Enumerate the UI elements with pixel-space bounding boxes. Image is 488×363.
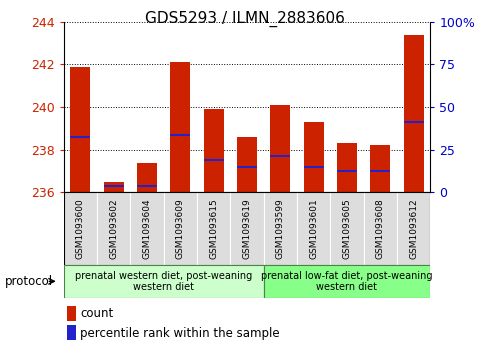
Bar bbox=[97, 192, 130, 265]
Text: GSM1093612: GSM1093612 bbox=[408, 198, 417, 259]
Text: GSM1093601: GSM1093601 bbox=[308, 198, 318, 259]
Text: GSM1093615: GSM1093615 bbox=[209, 198, 218, 259]
Bar bbox=[329, 192, 363, 265]
Bar bbox=[137, 185, 157, 187]
Bar bbox=[197, 192, 230, 265]
Bar bbox=[70, 66, 90, 192]
Text: GSM1093605: GSM1093605 bbox=[342, 198, 351, 259]
Bar bbox=[396, 192, 429, 265]
Bar bbox=[63, 265, 263, 298]
Text: count: count bbox=[80, 307, 113, 320]
Bar bbox=[67, 325, 76, 340]
Bar bbox=[170, 134, 190, 136]
Bar bbox=[270, 105, 290, 192]
Text: GSM1093609: GSM1093609 bbox=[175, 198, 184, 259]
Bar bbox=[303, 166, 323, 168]
Bar bbox=[403, 121, 423, 123]
Bar bbox=[369, 170, 389, 172]
Text: GSM1093619: GSM1093619 bbox=[242, 198, 251, 259]
Bar bbox=[369, 146, 389, 192]
Text: prenatal western diet, post-weaning
western diet: prenatal western diet, post-weaning west… bbox=[75, 270, 252, 292]
Bar bbox=[263, 265, 429, 298]
Bar bbox=[67, 306, 76, 321]
Bar bbox=[163, 192, 197, 265]
Bar bbox=[137, 163, 157, 192]
Text: GSM1093608: GSM1093608 bbox=[375, 198, 384, 259]
Bar bbox=[237, 166, 256, 168]
Bar bbox=[170, 62, 190, 192]
Bar bbox=[336, 170, 356, 172]
Text: percentile rank within the sample: percentile rank within the sample bbox=[80, 327, 279, 340]
Text: GSM1093600: GSM1093600 bbox=[76, 198, 84, 259]
Bar bbox=[70, 136, 90, 138]
Bar bbox=[403, 34, 423, 192]
Bar bbox=[103, 185, 123, 187]
Bar bbox=[203, 109, 223, 192]
Bar bbox=[263, 192, 296, 265]
Bar bbox=[237, 137, 256, 192]
Bar bbox=[270, 155, 290, 157]
Bar bbox=[336, 143, 356, 192]
Text: GSM1093602: GSM1093602 bbox=[109, 198, 118, 259]
Bar bbox=[230, 192, 263, 265]
Bar bbox=[296, 192, 329, 265]
Bar bbox=[363, 192, 396, 265]
Bar bbox=[203, 159, 223, 162]
Text: prenatal low-fat diet, post-weaning
western diet: prenatal low-fat diet, post-weaning west… bbox=[261, 270, 432, 292]
Bar bbox=[63, 192, 97, 265]
Bar bbox=[130, 192, 163, 265]
Bar bbox=[303, 122, 323, 192]
Bar bbox=[103, 182, 123, 192]
Text: protocol: protocol bbox=[5, 275, 53, 288]
Text: GDS5293 / ILMN_2883606: GDS5293 / ILMN_2883606 bbox=[144, 11, 344, 27]
Text: GSM1093599: GSM1093599 bbox=[275, 198, 284, 259]
Text: GSM1093604: GSM1093604 bbox=[142, 198, 151, 259]
